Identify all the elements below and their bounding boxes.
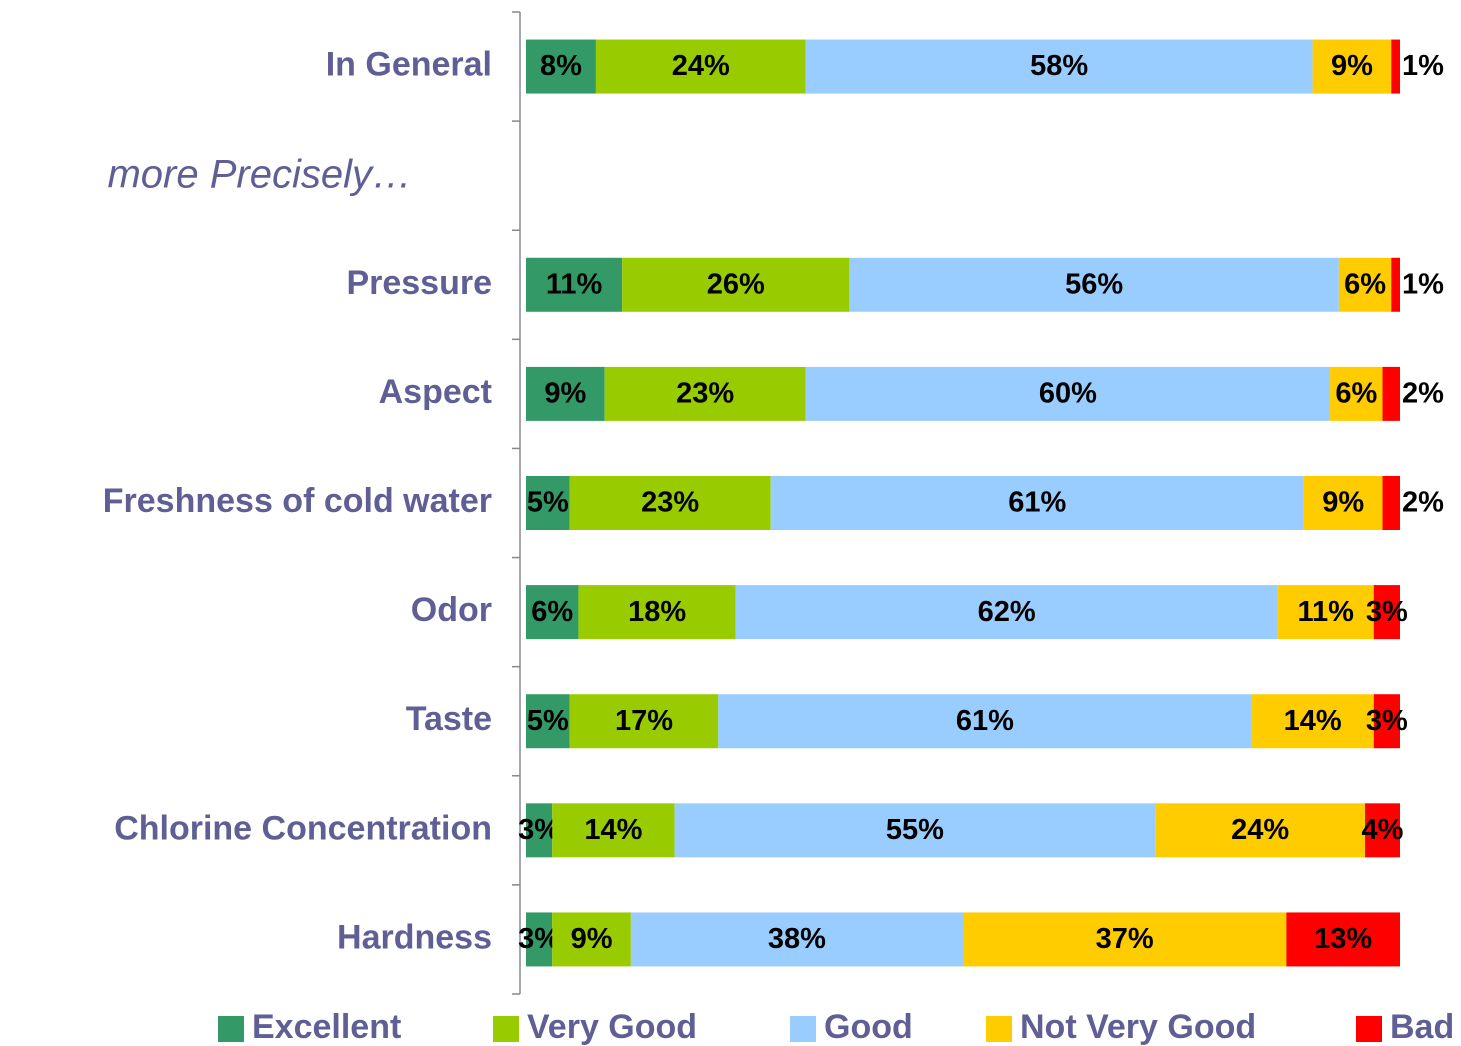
data-label: 18% bbox=[628, 596, 686, 628]
bar-segment bbox=[1373, 694, 1400, 749]
bar-segment bbox=[805, 39, 1313, 94]
bar-segment bbox=[595, 39, 806, 94]
legend-label: Bad bbox=[1390, 1008, 1454, 1046]
bar-segment bbox=[526, 585, 579, 640]
category-label: In General bbox=[326, 46, 492, 84]
legend-label: Not Very Good bbox=[1020, 1008, 1256, 1046]
annotation: more Precisely… bbox=[107, 153, 412, 197]
data-label: 23% bbox=[641, 487, 699, 519]
data-label: 58% bbox=[1030, 50, 1088, 82]
bar-segment bbox=[622, 257, 850, 312]
data-label: 8% bbox=[540, 50, 582, 82]
data-label: 9% bbox=[1331, 50, 1373, 82]
data-label: 61% bbox=[1008, 487, 1066, 519]
bar-segment bbox=[526, 476, 570, 530]
bar-segment bbox=[569, 694, 719, 749]
bar-segment bbox=[526, 257, 623, 312]
bar-segment bbox=[1155, 803, 1366, 858]
data-label: 13% bbox=[1314, 923, 1372, 955]
bar-segment bbox=[526, 803, 553, 858]
data-label: 6% bbox=[531, 596, 573, 628]
bar-segment bbox=[1277, 585, 1374, 640]
bar-segment bbox=[770, 476, 1304, 530]
bar-segment bbox=[1373, 585, 1400, 640]
data-label: 2% bbox=[1402, 487, 1444, 519]
bar-segment bbox=[1382, 476, 1400, 530]
bar-segment bbox=[1312, 39, 1392, 94]
data-label: 14% bbox=[1284, 705, 1342, 737]
data-label: 5% bbox=[527, 705, 569, 737]
bar-segment bbox=[674, 803, 1156, 858]
data-label: 3% bbox=[1366, 705, 1408, 737]
bar-segment bbox=[526, 694, 570, 749]
data-label: 60% bbox=[1039, 378, 1097, 410]
bar-segment bbox=[1286, 912, 1400, 967]
bar-segment bbox=[578, 585, 736, 640]
legend-label: Excellent bbox=[252, 1008, 401, 1046]
data-label: 38% bbox=[768, 923, 826, 955]
bar-segment bbox=[1338, 257, 1392, 312]
bar-segment bbox=[963, 912, 1287, 967]
bar-segment bbox=[1391, 257, 1400, 312]
data-label: 9% bbox=[544, 378, 586, 410]
data-label: 6% bbox=[1335, 378, 1377, 410]
data-label: 24% bbox=[672, 50, 730, 82]
bar-segment bbox=[735, 585, 1278, 640]
data-label: 5% bbox=[527, 487, 569, 519]
bar-segment bbox=[630, 912, 963, 967]
data-label: 55% bbox=[886, 814, 944, 846]
legend-swatch bbox=[790, 1016, 816, 1042]
bar-segment bbox=[805, 366, 1331, 421]
category-label: Chlorine Concentration bbox=[114, 809, 492, 847]
data-label: 1% bbox=[1402, 268, 1444, 300]
bar-segment bbox=[1365, 803, 1400, 858]
legend-swatch bbox=[1356, 1016, 1382, 1042]
bar-segment bbox=[569, 476, 771, 530]
data-label: 24% bbox=[1231, 814, 1289, 846]
data-label: 3% bbox=[1366, 596, 1408, 628]
bar-segment bbox=[849, 257, 1339, 312]
bar-segment bbox=[1391, 39, 1400, 94]
legend-label: Good bbox=[824, 1008, 913, 1046]
data-label: 6% bbox=[1344, 268, 1386, 300]
data-label: 4% bbox=[1362, 814, 1404, 846]
data-label: 37% bbox=[1096, 923, 1154, 955]
bar-segment bbox=[718, 694, 1252, 749]
bar-segment bbox=[526, 39, 596, 94]
data-label: 17% bbox=[615, 705, 673, 737]
category-label: Aspect bbox=[379, 373, 492, 411]
data-label: 1% bbox=[1402, 50, 1444, 82]
data-label: 9% bbox=[571, 923, 613, 955]
data-label: 2% bbox=[1402, 378, 1444, 410]
legend-swatch bbox=[218, 1016, 244, 1042]
bar-segment bbox=[552, 803, 675, 858]
legend-swatch bbox=[986, 1016, 1012, 1042]
data-label: 26% bbox=[707, 268, 765, 300]
bar-segment bbox=[1330, 366, 1383, 421]
bar-segment bbox=[1251, 694, 1374, 749]
bar-segment bbox=[552, 912, 631, 967]
data-label: 23% bbox=[676, 378, 734, 410]
category-label: Odor bbox=[411, 591, 492, 629]
data-label: 9% bbox=[1322, 487, 1364, 519]
data-label: 14% bbox=[584, 814, 642, 846]
bar-segment bbox=[526, 912, 553, 967]
data-label: 62% bbox=[978, 596, 1036, 628]
category-label: Pressure bbox=[346, 264, 492, 302]
legend-swatch bbox=[493, 1016, 519, 1042]
category-label: Hardness bbox=[337, 918, 492, 956]
category-label: Taste bbox=[406, 700, 492, 738]
data-label: 11% bbox=[1297, 596, 1354, 628]
data-label: 61% bbox=[956, 705, 1014, 737]
legend-label: Very Good bbox=[527, 1008, 697, 1046]
category-label: Freshness of cold water bbox=[103, 482, 492, 520]
bar-segment bbox=[526, 366, 605, 421]
data-label: 11% bbox=[546, 268, 603, 300]
data-label: 56% bbox=[1065, 268, 1123, 300]
bar-segment bbox=[604, 366, 806, 421]
bar-segment bbox=[1382, 366, 1400, 421]
bar-segment bbox=[1303, 476, 1383, 530]
